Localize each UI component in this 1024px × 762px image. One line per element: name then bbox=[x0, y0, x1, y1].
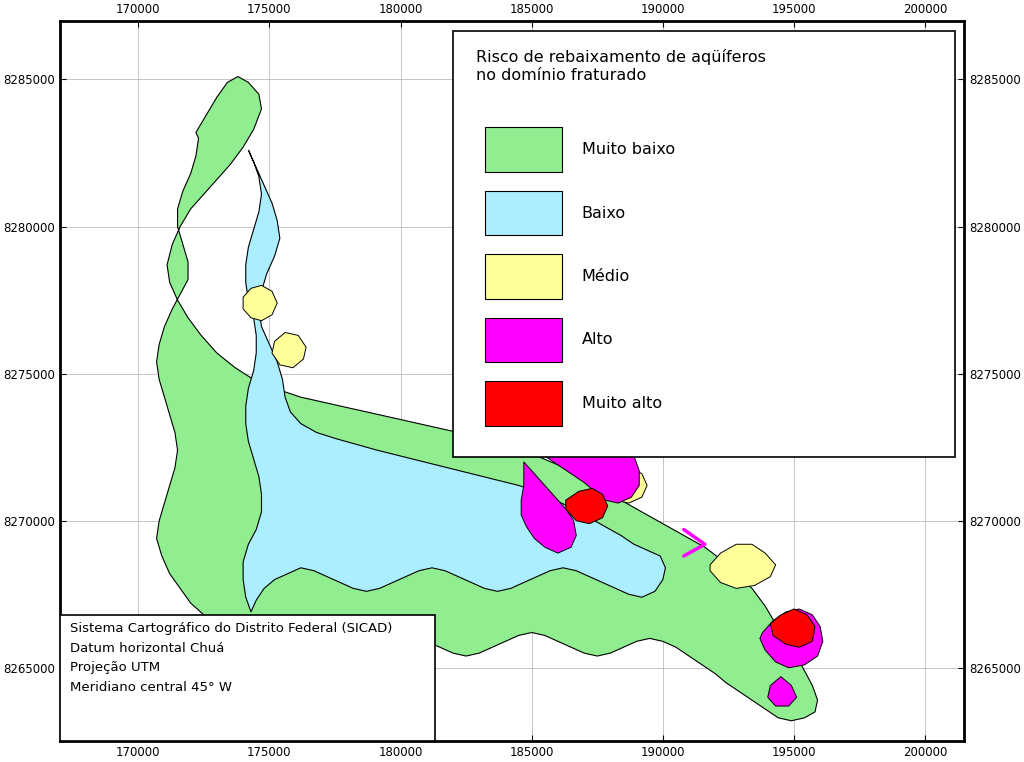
FancyBboxPatch shape bbox=[484, 190, 562, 235]
Text: Muito alto: Muito alto bbox=[582, 395, 662, 411]
Polygon shape bbox=[157, 76, 817, 721]
Polygon shape bbox=[243, 286, 278, 321]
Text: Muito baixo: Muito baixo bbox=[582, 142, 675, 157]
FancyBboxPatch shape bbox=[484, 381, 562, 426]
Polygon shape bbox=[607, 468, 647, 503]
Polygon shape bbox=[710, 544, 775, 588]
Polygon shape bbox=[521, 462, 577, 553]
Polygon shape bbox=[760, 609, 823, 668]
Text: Sistema Cartográfico do Distrito Federal (SICAD)
Datum horizontal Chuá
Projeção : Sistema Cartográfico do Distrito Federal… bbox=[71, 623, 393, 694]
Polygon shape bbox=[487, 362, 639, 503]
Text: Médio: Médio bbox=[582, 269, 630, 284]
Text: Baixo: Baixo bbox=[582, 206, 626, 220]
Polygon shape bbox=[272, 332, 306, 368]
Polygon shape bbox=[768, 677, 797, 706]
FancyBboxPatch shape bbox=[484, 255, 562, 299]
Text: Alto: Alto bbox=[582, 332, 613, 347]
Polygon shape bbox=[243, 150, 666, 612]
FancyBboxPatch shape bbox=[454, 31, 955, 456]
Polygon shape bbox=[566, 488, 607, 523]
Polygon shape bbox=[770, 609, 815, 647]
FancyBboxPatch shape bbox=[484, 318, 562, 362]
FancyBboxPatch shape bbox=[484, 127, 562, 172]
Polygon shape bbox=[484, 392, 577, 456]
Text: Risco de rebaixamento de aqüíferos
no domínio fraturado: Risco de rebaixamento de aqüíferos no do… bbox=[476, 50, 766, 83]
FancyBboxPatch shape bbox=[59, 615, 435, 741]
